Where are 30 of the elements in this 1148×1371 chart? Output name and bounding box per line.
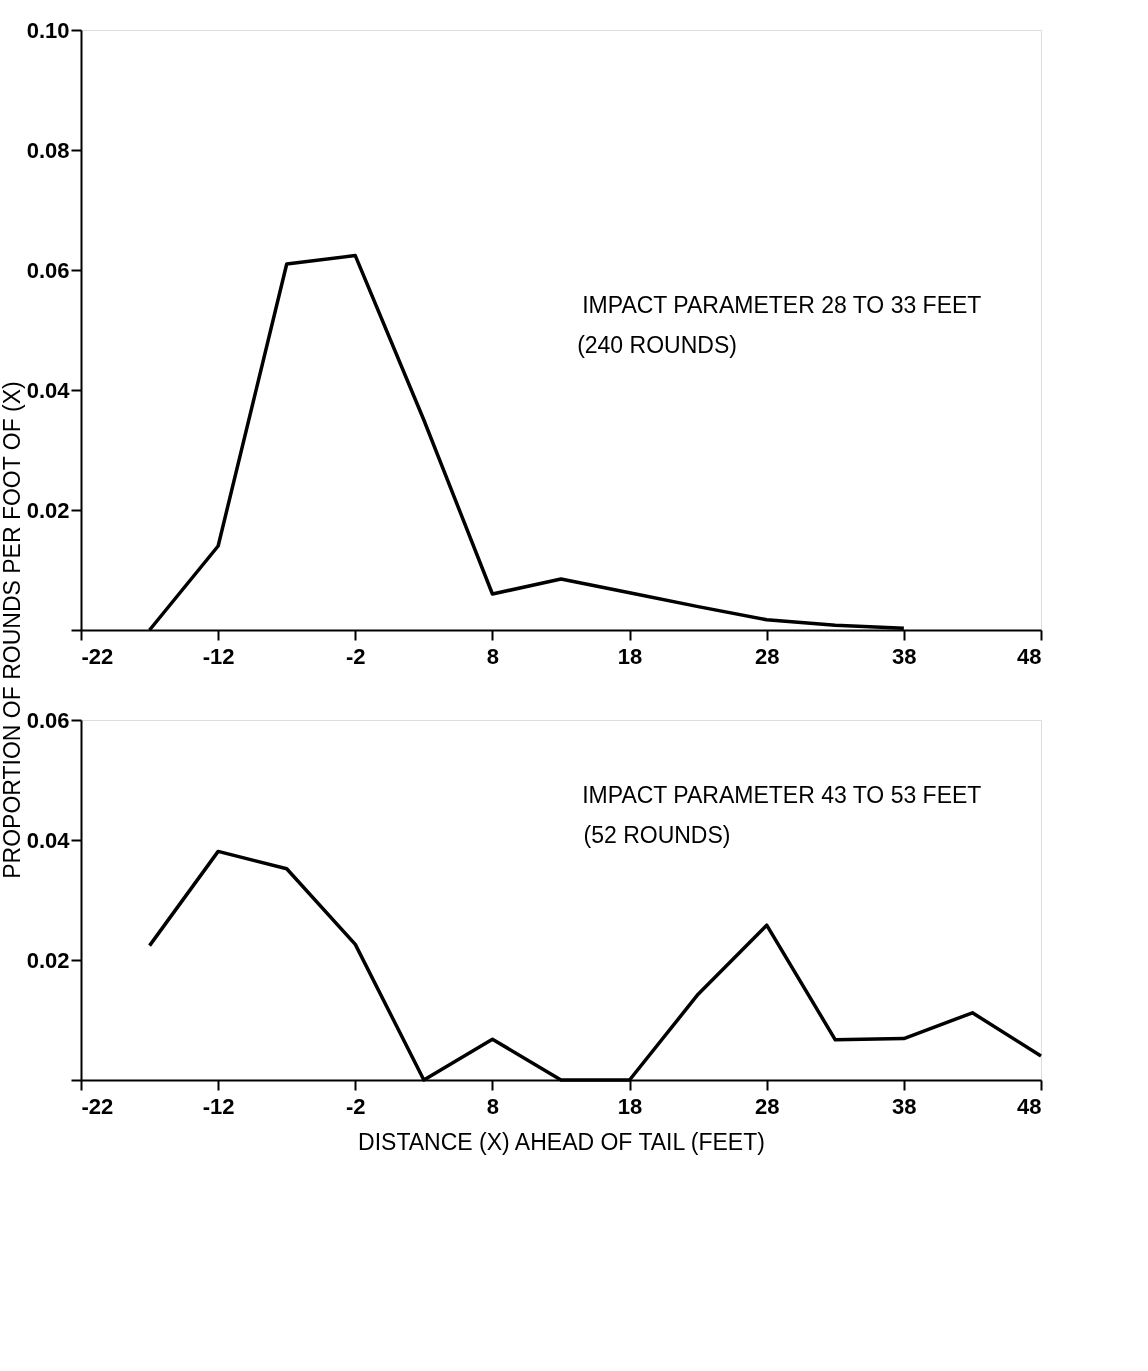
x-tick-label: 8 bbox=[486, 1093, 500, 1119]
y-tick-label: 0.04 bbox=[26, 377, 71, 403]
y-tick-label: 0.02 bbox=[26, 497, 70, 523]
x-tick-label: 48 bbox=[1017, 1093, 1042, 1119]
y-tick-label: 0.08 bbox=[26, 137, 70, 163]
annotation: (52 ROUNDS) bbox=[583, 821, 731, 848]
x-tick-label: 18 bbox=[617, 643, 643, 669]
x-tick-label: 28 bbox=[754, 643, 780, 669]
x-tick-label: -22 bbox=[81, 1093, 114, 1119]
x-tick-label: -12 bbox=[202, 1093, 235, 1119]
y-tick-label: 0.06 bbox=[26, 707, 70, 733]
annotation: IMPACT PARAMETER 43 TO 53 FEET bbox=[582, 781, 982, 808]
x-tick-label: 48 bbox=[1017, 643, 1042, 669]
y-tick-label: 0.06 bbox=[26, 257, 70, 283]
x-tick-label: 38 bbox=[892, 643, 917, 669]
y-axis-title: PROPORTION OF ROUNDS PER FOOT OF (X) bbox=[0, 381, 25, 879]
x-tick-label: 28 bbox=[754, 1093, 780, 1119]
y-tick-label: 0.10 bbox=[26, 17, 70, 43]
x-tick-label: -2 bbox=[346, 643, 366, 669]
x-tick-label: 8 bbox=[486, 643, 500, 669]
annotation: (240 ROUNDS) bbox=[577, 332, 737, 358]
x-tick-label: -22 bbox=[81, 643, 114, 669]
annotation: IMPACT PARAMETER 28 TO 33 FEET bbox=[582, 292, 982, 318]
x-axis-title: DISTANCE (X) AHEAD OF TAIL (FEET) bbox=[358, 1128, 765, 1155]
y-tick-label: 0.04 bbox=[26, 827, 71, 853]
x-tick-label: 38 bbox=[892, 1093, 917, 1119]
x-tick-label: 18 bbox=[617, 1093, 643, 1119]
y-tick-label: 0.02 bbox=[26, 947, 70, 973]
x-tick-label: -12 bbox=[202, 643, 235, 669]
x-tick-label: -2 bbox=[346, 1093, 366, 1119]
